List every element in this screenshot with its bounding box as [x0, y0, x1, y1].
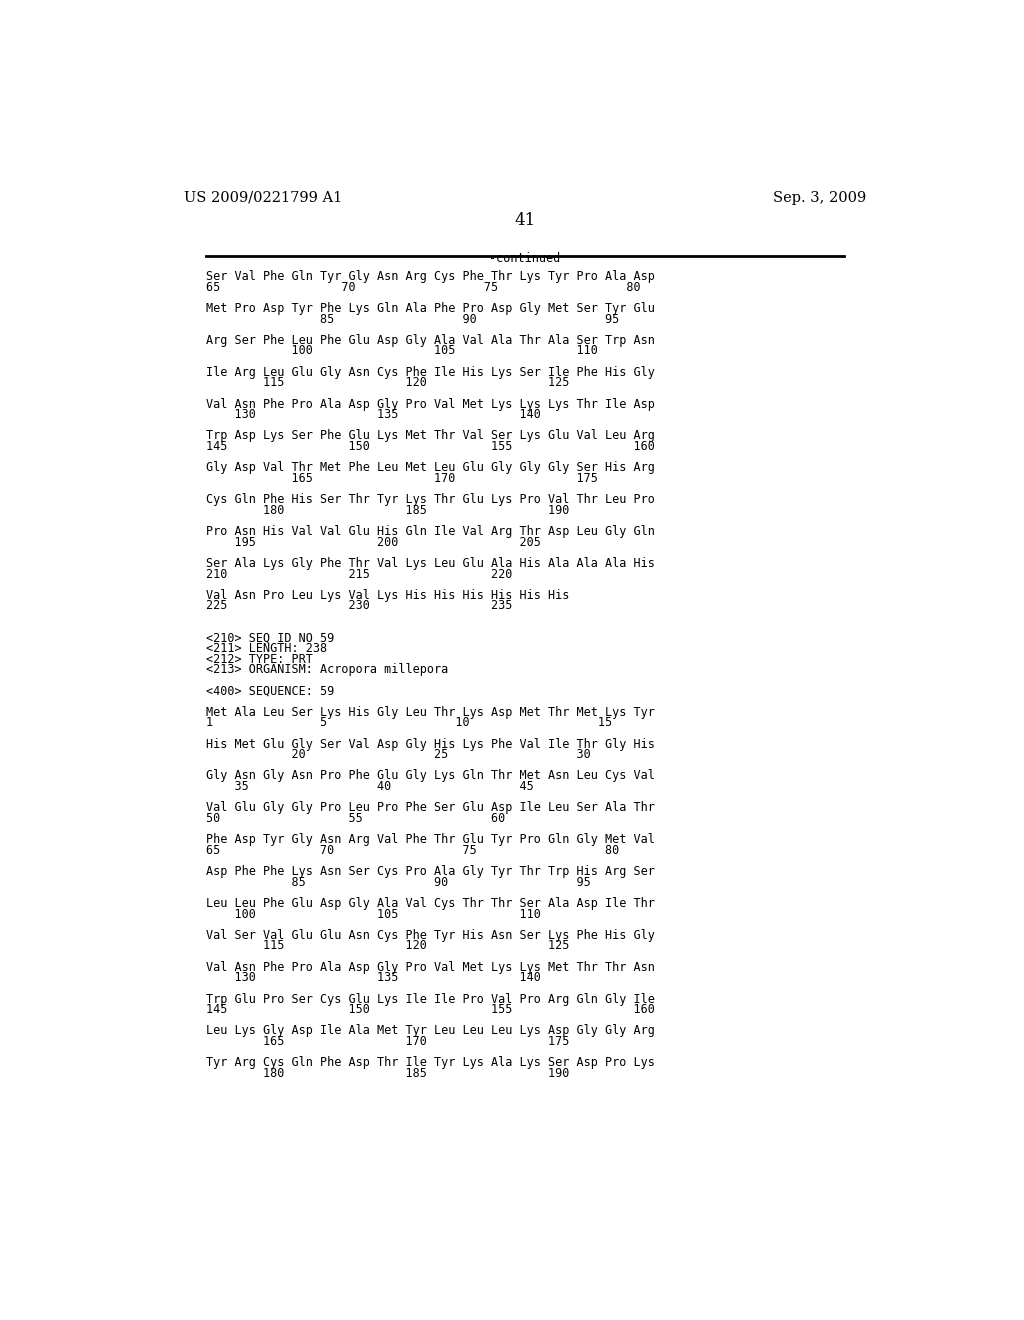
Text: Asp Phe Phe Lys Asn Ser Cys Pro Ala Gly Tyr Thr Trp His Arg Ser: Asp Phe Phe Lys Asn Ser Cys Pro Ala Gly … — [206, 865, 654, 878]
Text: US 2009/0221799 A1: US 2009/0221799 A1 — [183, 191, 342, 205]
Text: 115                 120                 125: 115 120 125 — [206, 376, 569, 389]
Text: Val Ser Val Glu Glu Asn Cys Phe Tyr His Asn Ser Lys Phe His Gly: Val Ser Val Glu Glu Asn Cys Phe Tyr His … — [206, 929, 654, 942]
Text: 180                 185                 190: 180 185 190 — [206, 504, 569, 517]
Text: -continued: -continued — [489, 252, 560, 265]
Text: Val Asn Pro Leu Lys Val Lys His His His His His His: Val Asn Pro Leu Lys Val Lys His His His … — [206, 589, 569, 602]
Text: Leu Leu Phe Glu Asp Gly Ala Val Cys Thr Thr Ser Ala Asp Ile Thr: Leu Leu Phe Glu Asp Gly Ala Val Cys Thr … — [206, 898, 654, 909]
Text: Met Pro Asp Tyr Phe Lys Gln Ala Phe Pro Asp Gly Met Ser Tyr Glu: Met Pro Asp Tyr Phe Lys Gln Ala Phe Pro … — [206, 302, 654, 315]
Text: Ser Val Phe Gln Tyr Gly Asn Arg Cys Phe Thr Lys Tyr Pro Ala Asp: Ser Val Phe Gln Tyr Gly Asn Arg Cys Phe … — [206, 271, 654, 282]
Text: Ile Arg Leu Glu Gly Asn Cys Phe Ile His Lys Ser Ile Phe His Gly: Ile Arg Leu Glu Gly Asn Cys Phe Ile His … — [206, 366, 654, 379]
Text: His Met Glu Gly Ser Val Asp Gly His Lys Phe Val Ile Thr Gly His: His Met Glu Gly Ser Val Asp Gly His Lys … — [206, 738, 654, 751]
Text: <212> TYPE: PRT: <212> TYPE: PRT — [206, 652, 312, 665]
Text: 145                 150                 155                 160: 145 150 155 160 — [206, 1003, 654, 1016]
Text: Met Ala Leu Ser Lys His Gly Leu Thr Lys Asp Met Thr Met Lys Tyr: Met Ala Leu Ser Lys His Gly Leu Thr Lys … — [206, 706, 654, 718]
Text: <210> SEQ ID NO 59: <210> SEQ ID NO 59 — [206, 631, 334, 644]
Text: 50                  55                  60: 50 55 60 — [206, 812, 505, 825]
Text: 130                 135                 140: 130 135 140 — [206, 972, 541, 985]
Text: Trp Glu Pro Ser Cys Glu Lys Ile Ile Pro Val Pro Arg Gln Gly Ile: Trp Glu Pro Ser Cys Glu Lys Ile Ile Pro … — [206, 993, 654, 1006]
Text: Val Asn Phe Pro Ala Asp Gly Pro Val Met Lys Lys Met Thr Thr Asn: Val Asn Phe Pro Ala Asp Gly Pro Val Met … — [206, 961, 654, 974]
Text: 65                 70                  75                  80: 65 70 75 80 — [206, 281, 640, 293]
Text: 210                 215                 220: 210 215 220 — [206, 568, 512, 581]
Text: 145                 150                 155                 160: 145 150 155 160 — [206, 440, 654, 453]
Text: 130                 135                 140: 130 135 140 — [206, 408, 541, 421]
Text: 225                 230                 235: 225 230 235 — [206, 599, 512, 612]
Text: Gly Asp Val Thr Met Phe Leu Met Leu Glu Gly Gly Gly Ser His Arg: Gly Asp Val Thr Met Phe Leu Met Leu Glu … — [206, 461, 654, 474]
Text: Ser Ala Lys Gly Phe Thr Val Lys Leu Glu Ala His Ala Ala Ala His: Ser Ala Lys Gly Phe Thr Val Lys Leu Glu … — [206, 557, 654, 570]
Text: Val Asn Phe Pro Ala Asp Gly Pro Val Met Lys Lys Lys Thr Ile Asp: Val Asn Phe Pro Ala Asp Gly Pro Val Met … — [206, 397, 654, 411]
Text: 100                 105                 110: 100 105 110 — [206, 908, 541, 920]
Text: <400> SEQUENCE: 59: <400> SEQUENCE: 59 — [206, 685, 334, 697]
Text: 85                  90                  95: 85 90 95 — [206, 875, 590, 888]
Text: Val Glu Gly Gly Pro Leu Pro Phe Ser Glu Asp Ile Leu Ser Ala Thr: Val Glu Gly Gly Pro Leu Pro Phe Ser Glu … — [206, 801, 654, 814]
Text: <213> ORGANISM: Acropora millepora: <213> ORGANISM: Acropora millepora — [206, 663, 447, 676]
Text: Arg Ser Phe Leu Phe Glu Asp Gly Ala Val Ala Thr Ala Ser Trp Asn: Arg Ser Phe Leu Phe Glu Asp Gly Ala Val … — [206, 334, 654, 347]
Text: 165                 170                 175: 165 170 175 — [206, 1035, 569, 1048]
Text: Sep. 3, 2009: Sep. 3, 2009 — [772, 191, 866, 205]
Text: 100                 105                 110: 100 105 110 — [206, 345, 597, 358]
Text: Tyr Arg Cys Gln Phe Asp Thr Ile Tyr Lys Ala Lys Ser Asp Pro Lys: Tyr Arg Cys Gln Phe Asp Thr Ile Tyr Lys … — [206, 1056, 654, 1069]
Text: Phe Asp Tyr Gly Asn Arg Val Phe Thr Glu Tyr Pro Gln Gly Met Val: Phe Asp Tyr Gly Asn Arg Val Phe Thr Glu … — [206, 833, 654, 846]
Text: 20                  25                  30: 20 25 30 — [206, 748, 590, 762]
Text: 1               5                  10                  15: 1 5 10 15 — [206, 717, 611, 730]
Text: Trp Asp Lys Ser Phe Glu Lys Met Thr Val Ser Lys Glu Val Leu Arg: Trp Asp Lys Ser Phe Glu Lys Met Thr Val … — [206, 429, 654, 442]
Text: Leu Lys Gly Asp Ile Ala Met Tyr Leu Leu Leu Lys Asp Gly Gly Arg: Leu Lys Gly Asp Ile Ala Met Tyr Leu Leu … — [206, 1024, 654, 1038]
Text: 195                 200                 205: 195 200 205 — [206, 536, 541, 549]
Text: Pro Asn His Val Val Glu His Gln Ile Val Arg Thr Asp Leu Gly Gln: Pro Asn His Val Val Glu His Gln Ile Val … — [206, 525, 654, 539]
Text: 180                 185                 190: 180 185 190 — [206, 1067, 569, 1080]
Text: 35                  40                  45: 35 40 45 — [206, 780, 534, 793]
Text: Cys Gln Phe His Ser Thr Tyr Lys Thr Glu Lys Pro Val Thr Leu Pro: Cys Gln Phe His Ser Thr Tyr Lys Thr Glu … — [206, 494, 654, 506]
Text: 165                 170                 175: 165 170 175 — [206, 473, 597, 484]
Text: 65              70                  75                  80: 65 70 75 80 — [206, 843, 618, 857]
Text: Gly Asn Gly Asn Pro Phe Glu Gly Lys Gln Thr Met Asn Leu Cys Val: Gly Asn Gly Asn Pro Phe Glu Gly Lys Gln … — [206, 770, 654, 783]
Text: 41: 41 — [514, 213, 536, 230]
Text: 85                  90                  95: 85 90 95 — [206, 313, 618, 326]
Text: 115                 120                 125: 115 120 125 — [206, 940, 569, 953]
Text: <211> LENGTH: 238: <211> LENGTH: 238 — [206, 642, 327, 655]
